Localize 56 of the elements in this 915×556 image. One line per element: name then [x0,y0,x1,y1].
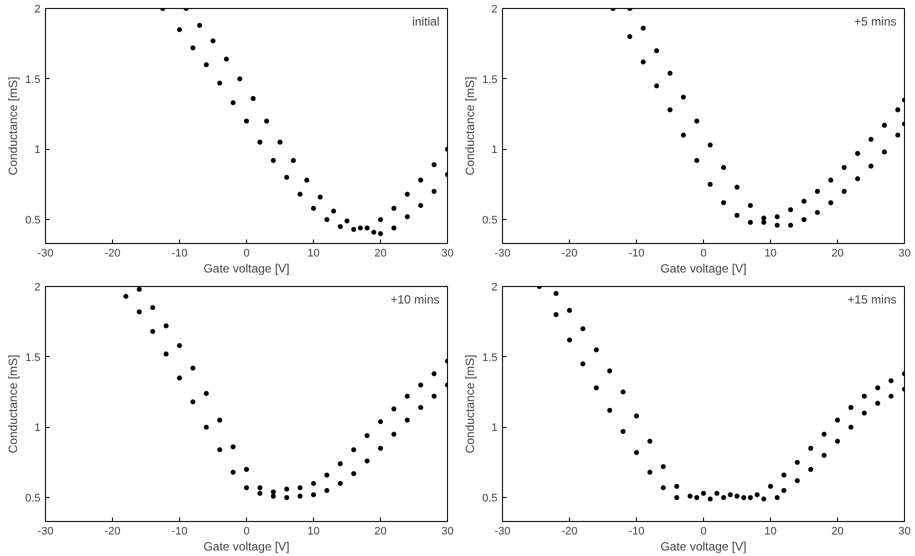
annotation: +15 mins [847,292,897,306]
x-tick-label: -30 [494,526,510,538]
x-tick-label: -10 [628,248,644,260]
y-tick-label: 1.5 [25,352,41,364]
x-tick-label: 10 [307,248,320,260]
x-tick-label: -30 [38,248,54,260]
y-tick-label: 2 [34,4,41,16]
y-axis-title: Conductance [mS] [463,354,478,454]
x-tick-label: -10 [628,526,644,538]
x-tick-label: -10 [172,526,188,538]
x-tick-label: 20 [831,248,844,260]
x-axis-title: Gate voltage [V] [660,262,747,276]
x-tick-label: 10 [307,526,320,538]
x-tick-label: 30 [898,526,911,538]
x-tick-label: 30 [898,248,911,260]
x-tick-label: -20 [562,248,578,260]
y-tick-label: 0.5 [482,492,498,505]
y-axis-title: Conductance [mS] [6,76,20,176]
annotation: +5 mins [854,14,897,28]
y-axis-title: Conductance [mS] [6,354,20,454]
y-tick-label: 0.5 [25,492,41,505]
x-tick-label: 30 [441,526,454,538]
x-tick-label: 0 [700,526,707,538]
y-tick-label: 1.5 [482,352,498,364]
x-tick-label: 0 [243,526,250,538]
y-axis-title: Conductance [mS] [463,76,478,176]
y-tick-label: 1 [491,144,498,156]
x-tick-label: -30 [494,248,510,260]
y-tick-label: 1 [34,144,41,156]
y-tick-label: 1.5 [25,74,41,86]
x-tick-label: 20 [831,526,844,538]
y-tick-label: 0.5 [482,214,498,227]
x-tick-label: -20 [104,248,120,260]
x-axis-title: Gate voltage [V] [203,540,290,554]
y-tick-label: 2 [491,4,498,16]
y-tick-label: 2 [34,282,41,294]
y-tick-label: 1 [491,422,498,434]
y-tick-label: 2 [491,282,498,294]
x-tick-label: -20 [562,526,578,538]
x-tick-label: 0 [243,248,250,260]
x-tick-label: -10 [172,248,188,260]
x-tick-label: 10 [764,526,777,538]
x-axis-title: Gate voltage [V] [660,540,747,554]
x-tick-label: 30 [441,248,454,260]
x-tick-label: 20 [374,526,387,538]
x-tick-label: -20 [104,526,120,538]
annotation: initial [412,14,440,28]
annotation: +10 mins [390,292,440,306]
x-tick-label: -30 [38,526,54,538]
x-tick-label: 20 [374,248,387,260]
x-tick-label: 0 [700,248,707,260]
y-tick-label: 1 [34,422,41,434]
y-tick-label: 0.5 [25,214,41,227]
x-axis-title: Gate voltage [V] [203,262,290,276]
y-tick-label: 1.5 [482,74,498,86]
x-tick-label: 10 [764,248,777,260]
